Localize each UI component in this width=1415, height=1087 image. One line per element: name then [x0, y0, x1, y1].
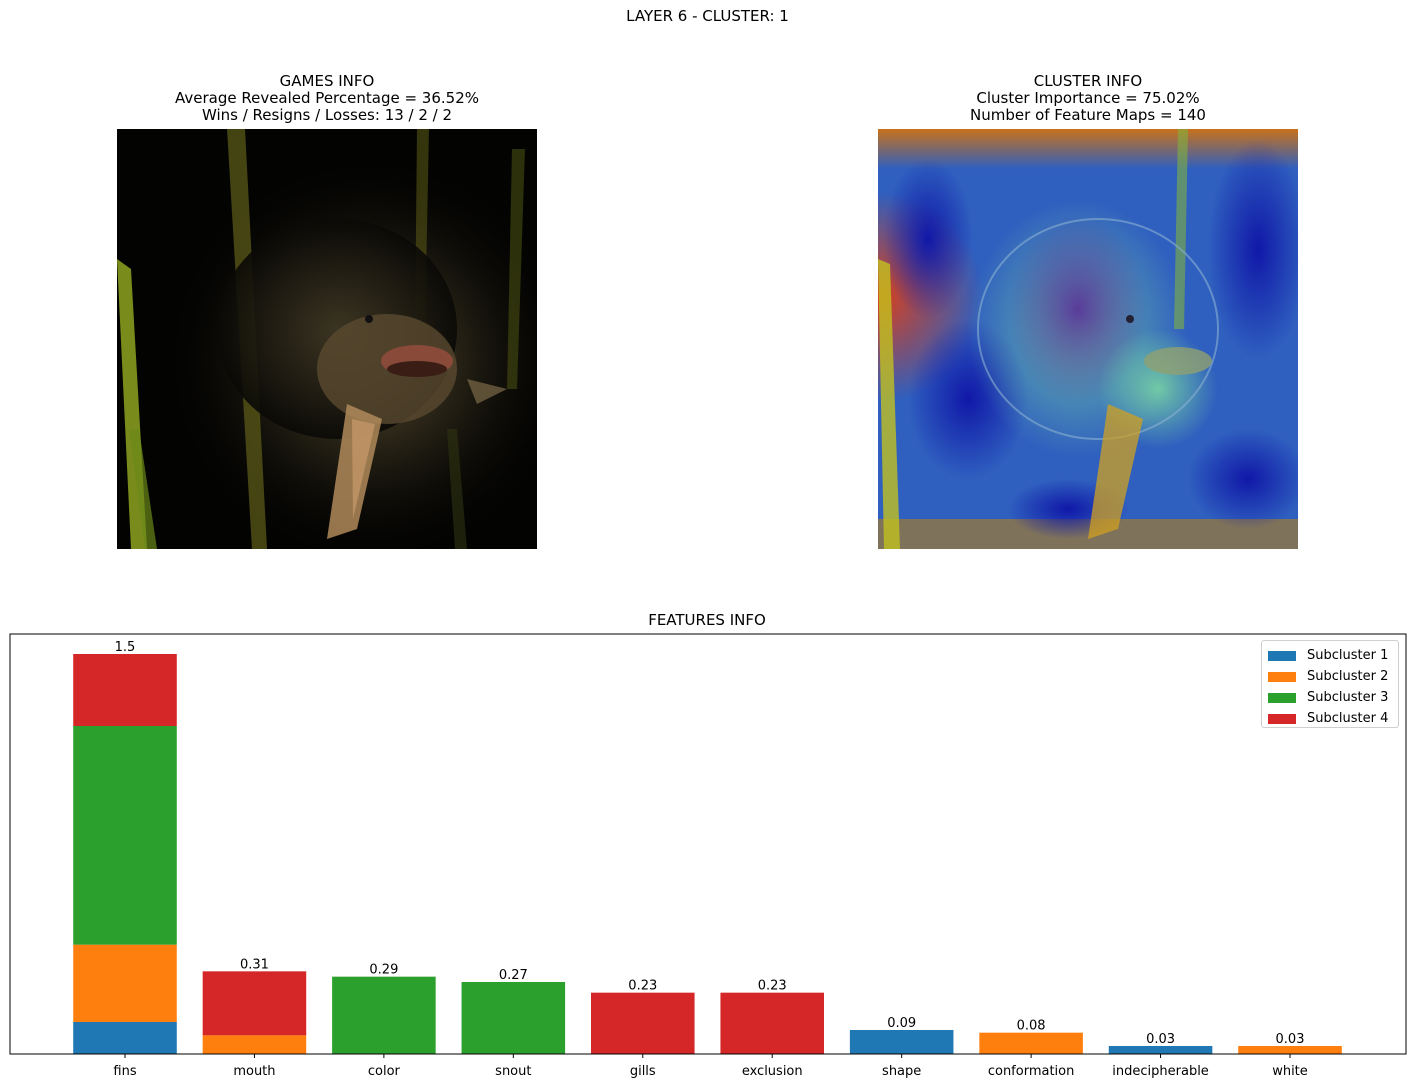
- bar-total-label-mouth: 0.31: [240, 957, 269, 972]
- x-tick-label-white: white: [1272, 1064, 1308, 1079]
- x-tick-label-snout: snout: [495, 1064, 531, 1079]
- legend-label-subcluster-3: Subcluster 3: [1307, 690, 1389, 705]
- bar-fins-subcluster-4: [73, 654, 177, 726]
- legend-item-subcluster-2: Subcluster 2: [1268, 666, 1392, 687]
- figure-title: LAYER 6 - CLUSTER: 1: [626, 7, 789, 25]
- bar-exclusion-subcluster-4: [720, 992, 824, 1054]
- bar-shape-subcluster-1: [849, 1030, 954, 1054]
- bar-white-subcluster-2: [1238, 1046, 1342, 1054]
- cluster-info-feature-maps: Number of Feature Maps = 140: [970, 106, 1206, 124]
- bar-total-label-conformation: 0.08: [1017, 1019, 1046, 1034]
- x-tick-label-exclusion: exclusion: [742, 1064, 803, 1079]
- bar-mouth-subcluster-2: [202, 1035, 307, 1054]
- bar-total-label-gills: 0.23: [628, 979, 657, 994]
- cluster-info-importance: Cluster Importance = 75.02%: [976, 89, 1200, 107]
- bar-conformation-subcluster-2: [979, 1032, 1083, 1054]
- games-info-results: Wins / Resigns / Losses: 13 / 2 / 2: [201, 106, 453, 124]
- bar-fins-subcluster-2: [73, 944, 177, 1022]
- legend-item-subcluster-4: Subcluster 4: [1268, 708, 1392, 729]
- x-tick-label-indecipherable: indecipherable: [1112, 1064, 1209, 1079]
- cluster-info-title: CLUSTER INFO: [1033, 72, 1143, 90]
- plot-frame: [9, 633, 1407, 1055]
- x-tick-label-gills: gills: [630, 1064, 656, 1079]
- x-tick-label-fins: fins: [113, 1064, 136, 1079]
- bar-total-label-snout: 0.27: [499, 968, 528, 983]
- games-info-title: GAMES INFO: [279, 72, 375, 90]
- legend-swatch-subcluster-3: [1268, 692, 1296, 703]
- bar-fins-subcluster-1: [73, 1022, 177, 1054]
- cluster-heatmap-image: [878, 129, 1298, 549]
- bar-total-label-shape: 0.09: [887, 1016, 916, 1031]
- legend-swatch-subcluster-4: [1268, 713, 1296, 724]
- legend-item-subcluster-3: Subcluster 3: [1268, 687, 1392, 708]
- bar-fins-subcluster-3: [73, 726, 177, 945]
- games-info-revealed: Average Revealed Percentage = 36.52%: [174, 89, 479, 107]
- chart-title: FEATURES INFO: [648, 611, 766, 629]
- cluster-info-title-block: CLUSTER INFO Cluster Importance = 75.02%…: [838, 73, 1338, 124]
- legend-label-subcluster-4: Subcluster 4: [1307, 711, 1389, 726]
- x-tick-label-conformation: conformation: [988, 1064, 1075, 1079]
- revealed-fish-image: [117, 129, 537, 549]
- bar-snout-subcluster-3: [461, 982, 566, 1054]
- legend-label-subcluster-2: Subcluster 2: [1307, 669, 1389, 684]
- bar-gills-subcluster-4: [591, 992, 695, 1054]
- bar-total-label-color: 0.29: [369, 963, 398, 978]
- bar-total-label-indecipherable: 0.03: [1146, 1032, 1175, 1047]
- bar-mouth-subcluster-4: [202, 971, 307, 1036]
- x-tick-label-shape: shape: [882, 1064, 921, 1079]
- bar-total-label-fins: 1.5: [115, 640, 136, 655]
- x-tick-label-mouth: mouth: [233, 1064, 275, 1079]
- bar-indecipherable-subcluster-1: [1108, 1046, 1213, 1054]
- x-tick-label-color: color: [368, 1064, 401, 1079]
- legend-item-subcluster-1: Subcluster 1: [1268, 645, 1392, 666]
- bar-total-label-exclusion: 0.23: [758, 979, 787, 994]
- bar-total-label-white: 0.03: [1276, 1032, 1305, 1047]
- games-info-title-block: GAMES INFO Average Revealed Percentage =…: [77, 73, 577, 124]
- chart-legend: Subcluster 1 Subcluster 2 Subcluster 3 Subc…: [1261, 640, 1399, 728]
- legend-swatch-subcluster-1: [1268, 650, 1296, 661]
- legend-swatch-subcluster-2: [1268, 671, 1296, 682]
- legend-label-subcluster-1: Subcluster 1: [1307, 648, 1389, 663]
- bar-color-subcluster-3: [332, 976, 436, 1054]
